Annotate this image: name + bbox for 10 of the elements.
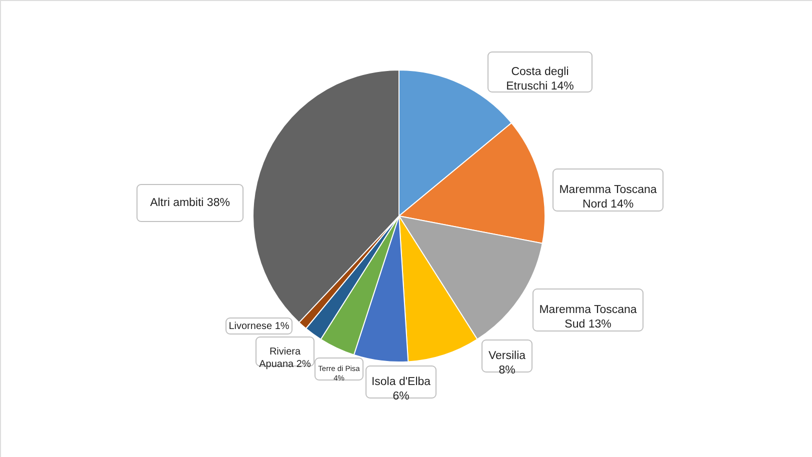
data-label: 6% <box>392 390 410 402</box>
slice-label: Altri ambiti 38% <box>150 197 230 209</box>
slice-label: Versilia <box>488 350 526 362</box>
slice-label: Maremma Toscana Sud 13% <box>539 304 638 330</box>
slice-label: Livornese 1% <box>228 321 290 332</box>
slice-label: Isola d'Elba <box>371 376 432 388</box>
data-label: 8% <box>498 364 516 376</box>
slice-label: Riviera Apuana 2% <box>259 346 311 370</box>
slice-label: Costa degli Etruschi 14% <box>506 66 574 92</box>
slice-label: Maremma Toscana Nord 14% <box>559 184 658 210</box>
